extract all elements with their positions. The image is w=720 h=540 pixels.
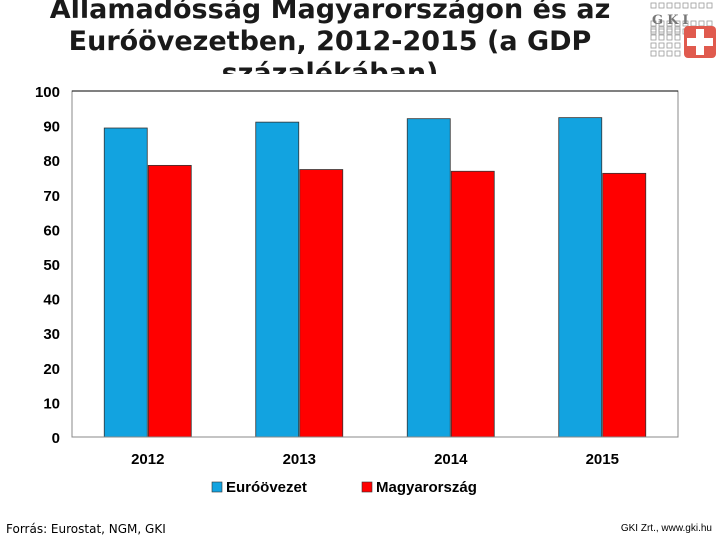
logo-cross-icon <box>687 29 713 55</box>
logo-dot <box>658 2 665 9</box>
logo-dot <box>666 34 673 41</box>
bar-eurozone-2015 <box>558 117 603 438</box>
bar-eurozone-2014 <box>406 118 451 438</box>
logo-cross-bar <box>687 38 713 46</box>
logo-dot <box>650 26 657 33</box>
legend-swatch <box>211 481 223 493</box>
bar-hungary-2012 <box>147 164 192 438</box>
y-tick-label: 50 <box>43 257 60 274</box>
logo-dot <box>666 50 673 57</box>
y-tick-label: 20 <box>43 361 60 378</box>
y-tick-label: 70 <box>43 188 60 205</box>
logo-dot <box>650 20 657 27</box>
bars <box>103 117 647 438</box>
logo-text: GKI <box>652 13 692 28</box>
x-axis-labels: 2012 2013 2014 2015 <box>131 451 619 468</box>
logo-dot <box>658 50 665 57</box>
y-tick-label: 60 <box>43 222 60 239</box>
logo-dot <box>682 2 689 9</box>
x-tick-label: 2015 <box>586 451 619 468</box>
logo-dot <box>666 2 673 9</box>
x-tick-label: 2014 <box>434 451 468 468</box>
x-tick-label: 2012 <box>131 451 164 468</box>
y-tick-label: 30 <box>43 326 60 343</box>
source-note: Forrás: Eurostat, NGM, GKI <box>6 522 166 536</box>
logo-dot <box>666 20 673 27</box>
logo-dot-grid <box>650 2 713 57</box>
logo-dot <box>690 2 697 9</box>
y-axis-labels: 0 10 20 30 40 50 60 70 80 90 100 <box>35 84 60 447</box>
logo-dot <box>658 34 665 41</box>
logo-dot <box>658 26 665 33</box>
logo-dot <box>650 42 657 49</box>
y-tick-label: 10 <box>43 395 60 412</box>
logo-dot <box>674 42 681 49</box>
logo-dot <box>674 2 681 9</box>
bar-hungary-2015 <box>602 172 647 438</box>
logo-dot <box>666 42 673 49</box>
bar-eurozone-2012 <box>103 127 148 438</box>
y-tick-label: 100 <box>35 84 60 101</box>
logo-dot <box>674 50 681 57</box>
gki-logo: GKI <box>650 2 716 58</box>
logo-dot <box>666 26 673 33</box>
logo-dot <box>674 34 681 41</box>
logo-dot <box>658 42 665 49</box>
bar-eurozone-2013 <box>255 121 300 438</box>
legend: Euróövezet Magyarország <box>211 479 477 496</box>
chart-title: Államadósság Magyarországon és az Euróöv… <box>49 0 611 74</box>
y-tick-label: 90 <box>43 119 60 136</box>
legend-swatch <box>361 481 373 493</box>
y-tick-label: 0 <box>52 430 60 447</box>
logo-dot <box>650 34 657 41</box>
y-tick-label: 80 <box>43 153 60 170</box>
logo-dot <box>706 2 713 9</box>
logo-dot <box>658 20 665 27</box>
logo-dot <box>650 2 657 9</box>
logo-dot <box>698 2 705 9</box>
y-tick-label: 40 <box>43 292 60 309</box>
legend-label: Euróövezet <box>226 479 307 496</box>
x-tick-label: 2013 <box>283 451 316 468</box>
logo-dot <box>650 50 657 57</box>
legend-label: Magyarország <box>376 479 477 496</box>
logo-dot <box>674 20 681 27</box>
credit-note: GKI Zrt., www.gki.hu <box>620 523 712 534</box>
bar-hungary-2013 <box>299 169 344 438</box>
bar-hungary-2014 <box>450 170 495 438</box>
logo-dot <box>674 26 681 33</box>
logo-dot <box>682 20 689 27</box>
